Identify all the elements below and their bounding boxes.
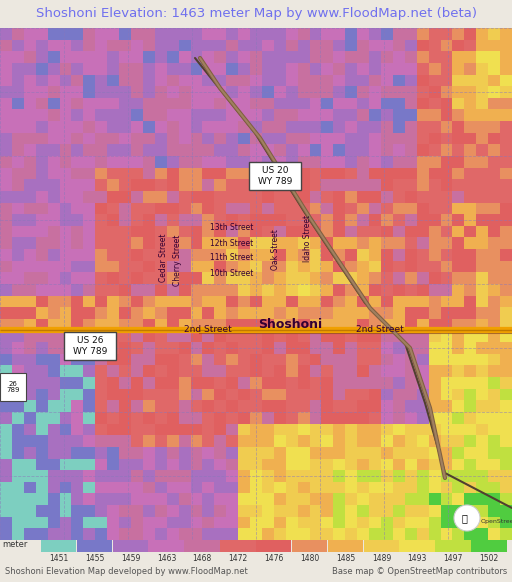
Text: Shoshoni: Shoshoni xyxy=(258,318,322,331)
Bar xyxy=(220,540,255,552)
Text: 26
789: 26 789 xyxy=(6,381,20,393)
Text: 13th Street: 13th Street xyxy=(210,223,253,232)
Text: 12th Street: 12th Street xyxy=(210,239,253,247)
Bar xyxy=(292,540,327,552)
Bar xyxy=(113,540,148,552)
Text: 1480: 1480 xyxy=(300,554,319,563)
Bar xyxy=(364,540,399,552)
Text: Base map © OpenStreetMap contributors: Base map © OpenStreetMap contributors xyxy=(332,567,507,577)
Text: 1451: 1451 xyxy=(49,554,69,563)
Text: 1468: 1468 xyxy=(193,554,212,563)
Text: Cherry Street: Cherry Street xyxy=(174,235,182,286)
Text: US 20
WY 789: US 20 WY 789 xyxy=(258,166,292,186)
Text: Shoshoni Elevation: 1463 meter Map by www.FloodMap.net (beta): Shoshoni Elevation: 1463 meter Map by ww… xyxy=(35,8,477,20)
Text: 1485: 1485 xyxy=(336,554,355,563)
Bar xyxy=(328,540,363,552)
Text: Idaho Street: Idaho Street xyxy=(303,214,311,261)
Text: OpenStreetMap: OpenStreetMap xyxy=(481,520,512,524)
Text: 2nd Street: 2nd Street xyxy=(184,325,232,335)
Text: Oak Street: Oak Street xyxy=(270,229,280,271)
Bar xyxy=(184,540,220,552)
Bar xyxy=(77,540,112,552)
Text: 1502: 1502 xyxy=(479,554,499,563)
Text: 1489: 1489 xyxy=(372,554,391,563)
Bar xyxy=(471,540,506,552)
Text: meter: meter xyxy=(3,540,28,549)
Text: 1472: 1472 xyxy=(228,554,248,563)
Circle shape xyxy=(454,505,480,531)
Text: 11th Street: 11th Street xyxy=(210,254,253,262)
Text: 1497: 1497 xyxy=(443,554,463,563)
Text: Cedar Street: Cedar Street xyxy=(160,234,168,282)
Bar xyxy=(399,540,435,552)
Text: 1493: 1493 xyxy=(408,554,427,563)
Bar xyxy=(435,540,471,552)
Text: 1463: 1463 xyxy=(157,554,176,563)
Text: Shoshoni Elevation Map developed by www.FloodMap.net: Shoshoni Elevation Map developed by www.… xyxy=(5,567,248,577)
Text: 2nd Street: 2nd Street xyxy=(356,325,404,335)
Bar xyxy=(64,332,116,360)
Text: 10th Street: 10th Street xyxy=(210,268,253,278)
Text: 1459: 1459 xyxy=(121,554,140,563)
Text: 1476: 1476 xyxy=(264,554,284,563)
Text: 1455: 1455 xyxy=(85,554,104,563)
Bar xyxy=(148,540,184,552)
Bar xyxy=(256,540,291,552)
Text: US 26
WY 789: US 26 WY 789 xyxy=(73,336,107,356)
Bar xyxy=(41,540,76,552)
Bar xyxy=(249,162,301,190)
Bar xyxy=(0,373,26,401)
Text: 🔍: 🔍 xyxy=(461,513,467,523)
